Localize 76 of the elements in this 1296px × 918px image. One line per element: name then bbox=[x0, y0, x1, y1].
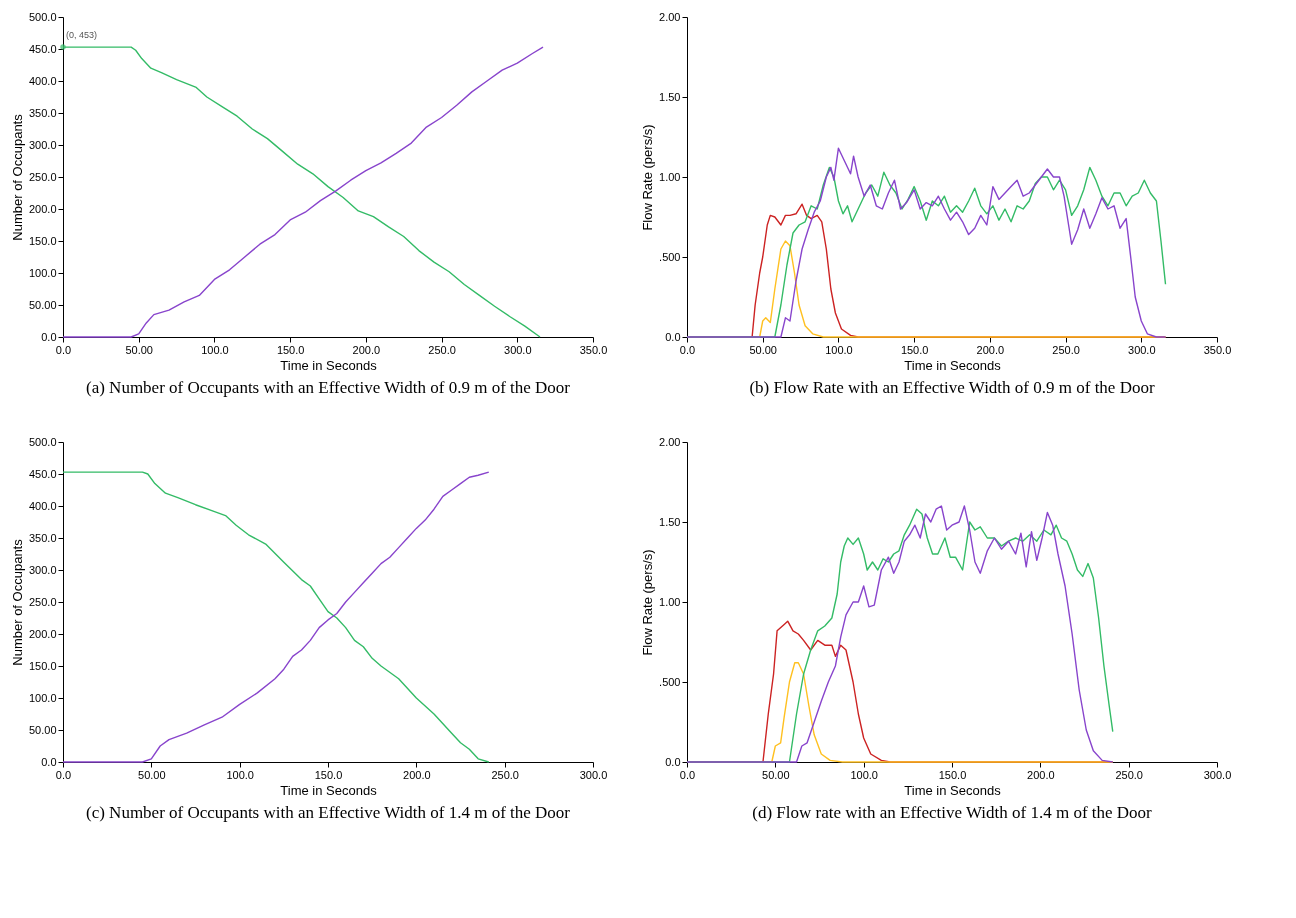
x-tick-label: 150.0 bbox=[938, 768, 967, 781]
x-tick-label: 50.00 bbox=[762, 768, 790, 781]
x-tick-label: 0.0 bbox=[55, 343, 72, 356]
x-tick-label: 100.0 bbox=[825, 343, 853, 356]
x-tick-label: 250.0 bbox=[428, 343, 456, 356]
x-tick-label: 50.00 bbox=[138, 768, 166, 781]
x-tick-label: 350.0 bbox=[579, 343, 608, 356]
x-axis-title: Time in Seconds bbox=[280, 782, 378, 798]
x-axis-title: Time in Seconds bbox=[904, 357, 1002, 373]
y-tick-label: 350.0 bbox=[28, 531, 57, 544]
y-tick-label: 150.0 bbox=[28, 659, 57, 672]
y-axis-title: Flow Rate (pers/s) bbox=[640, 549, 656, 656]
y-tick-label: 150.0 bbox=[28, 234, 57, 247]
x-tick-label: 0.0 bbox=[679, 768, 696, 781]
y-tick-label: 100.0 bbox=[28, 691, 57, 704]
x-tick-label: 200.0 bbox=[976, 343, 1005, 356]
y-tick-label: 1.50 bbox=[659, 90, 681, 103]
y-tick-label: 250.0 bbox=[28, 170, 57, 183]
y-tick-label: 1.50 bbox=[659, 515, 681, 528]
x-tick-label: 50.00 bbox=[125, 343, 153, 356]
x-tick-label: 300.0 bbox=[1203, 768, 1232, 781]
y-tick-label: .500 bbox=[659, 675, 681, 688]
y-tick-label: 50.00 bbox=[28, 723, 57, 736]
x-tick-label: 200.0 bbox=[1027, 768, 1055, 781]
y-axis-title: Number of Occupants bbox=[9, 538, 25, 666]
text: (d) Flow rate with an Effective Width of 1.4 m of the Door bbox=[752, 803, 1153, 822]
y-tick-label: 200.0 bbox=[28, 627, 57, 640]
x-tick-label: 100.0 bbox=[226, 768, 254, 781]
y-tick-label: 2.00 bbox=[659, 10, 681, 23]
x-tick-label: 300.0 bbox=[579, 768, 608, 781]
x-tick-label: 250.0 bbox=[1052, 343, 1080, 356]
y-tick-label: 400.0 bbox=[28, 74, 57, 87]
y-tick-label: 300.0 bbox=[28, 563, 57, 576]
x-tick-label: 250.0 bbox=[1115, 768, 1143, 781]
x-tick-label: 350.0 bbox=[1203, 343, 1232, 356]
y-tick-label: 350.0 bbox=[28, 106, 57, 119]
x-tick-label: 150.0 bbox=[276, 343, 305, 356]
x-tick-label: 200.0 bbox=[352, 343, 381, 356]
y-tick-label: 1.00 bbox=[659, 170, 681, 183]
x-tick-label: 200.0 bbox=[403, 768, 431, 781]
x-tick-label: 100.0 bbox=[201, 343, 229, 356]
annotation: (0, 453) bbox=[66, 30, 98, 41]
x-axis-title: Time in Seconds bbox=[904, 782, 1002, 798]
x-tick-label: 150.0 bbox=[314, 768, 343, 781]
x-tick-label: 100.0 bbox=[850, 768, 878, 781]
x-axis-title: Time in Seconds bbox=[280, 357, 378, 373]
x-tick-label: 50.00 bbox=[749, 343, 777, 356]
text: (a) Number of Occupants with an Effective Width of 0.9 m of the Door bbox=[86, 378, 571, 397]
y-tick-label: .500 bbox=[659, 250, 681, 263]
y-tick-label: 50.00 bbox=[28, 298, 57, 311]
y-tick-label: 0.0 bbox=[41, 755, 57, 768]
y-tick-label: 450.0 bbox=[28, 42, 57, 55]
x-tick-label: 0.0 bbox=[55, 768, 72, 781]
y-axis-title: Number of Occupants bbox=[9, 113, 25, 241]
x-tick-label: 0.0 bbox=[679, 343, 696, 356]
y-tick-label: 1.00 bbox=[659, 595, 681, 608]
y-axis-title: Flow Rate (pers/s) bbox=[640, 124, 656, 231]
y-tick-label: 0.0 bbox=[665, 330, 681, 343]
y-tick-label: 500.0 bbox=[28, 10, 57, 23]
y-tick-label: 450.0 bbox=[28, 467, 57, 480]
y-tick-label: 300.0 bbox=[28, 138, 57, 151]
y-tick-label: 200.0 bbox=[28, 202, 57, 215]
y-tick-label: 2.00 bbox=[659, 435, 681, 448]
y-tick-label: 0.0 bbox=[665, 755, 681, 768]
text: (b) Flow Rate with an Effective Width of 0.9 m of the Door bbox=[749, 378, 1155, 397]
x-tick-label: 300.0 bbox=[504, 343, 532, 356]
x-tick-label: 300.0 bbox=[1128, 343, 1156, 356]
x-tick-label: 250.0 bbox=[491, 768, 519, 781]
y-tick-label: 250.0 bbox=[28, 595, 57, 608]
y-tick-label: 500.0 bbox=[28, 435, 57, 448]
y-tick-label: 100.0 bbox=[28, 266, 57, 279]
line-series bbox=[62, 471, 490, 763]
x-tick-label: 150.0 bbox=[900, 343, 929, 356]
y-tick-label: 400.0 bbox=[28, 499, 57, 512]
text: (c) Number of Occupants with an Effective Width of 1.4 m of the Door bbox=[86, 803, 571, 822]
y-tick-label: 0.0 bbox=[41, 330, 57, 343]
